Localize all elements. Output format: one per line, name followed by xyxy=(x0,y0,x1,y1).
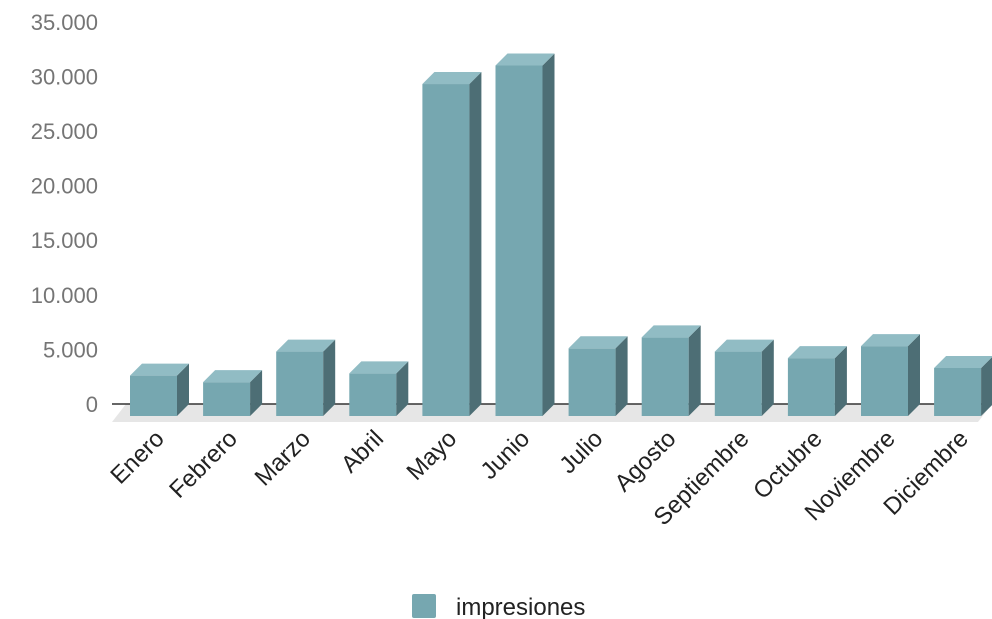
bar-front xyxy=(349,373,397,416)
y-tick-label: 30.000 xyxy=(31,64,98,89)
bar-side xyxy=(688,325,701,416)
bar xyxy=(714,339,774,416)
y-axis-tick-labels: 0 5.000 10.000 15.000 20.000 25.000 30.000 35.0… xyxy=(31,10,98,417)
bar-side xyxy=(396,361,409,416)
bar-top xyxy=(714,339,774,352)
bar xyxy=(934,355,992,416)
bar xyxy=(130,363,189,416)
x-tick-label: Febrero xyxy=(164,425,243,504)
bar-top xyxy=(787,346,847,359)
bar-front xyxy=(861,346,908,416)
x-tick-label: Agosto xyxy=(610,425,682,497)
bar-top xyxy=(861,334,920,347)
bar-side xyxy=(469,72,482,416)
bar-front xyxy=(934,367,982,416)
bar-side xyxy=(615,336,628,416)
bar-side xyxy=(323,339,336,416)
legend-swatch xyxy=(412,594,436,618)
bar-front xyxy=(422,84,470,416)
y-tick-label: 25.000 xyxy=(31,119,98,144)
legend: impresiones xyxy=(412,594,585,619)
floor-plane xyxy=(112,404,992,422)
bar-front xyxy=(641,337,689,416)
legend-label: impresiones xyxy=(456,594,585,619)
bar-side xyxy=(542,53,555,416)
bar-top xyxy=(276,339,336,352)
bars xyxy=(130,53,992,416)
y-tick-label: 10.000 xyxy=(31,283,98,308)
y-tick-label: 35.000 xyxy=(31,10,98,35)
bar-top xyxy=(203,370,263,383)
bar-top xyxy=(495,53,555,66)
bar-side xyxy=(981,357,992,416)
bar xyxy=(276,339,336,416)
bar xyxy=(495,53,555,416)
bar xyxy=(203,370,263,416)
x-tick-label: Julio xyxy=(554,425,608,479)
bar-front xyxy=(787,358,835,416)
y-tick-label: 20.000 xyxy=(31,174,98,199)
bar-side xyxy=(250,370,263,416)
bar xyxy=(641,325,701,416)
bar-top xyxy=(422,72,482,85)
bar-front xyxy=(495,65,543,416)
y-tick-label: 0 xyxy=(86,392,98,417)
bar-front xyxy=(714,351,762,416)
bar-front xyxy=(276,351,324,416)
x-tick-label: Marzo xyxy=(250,425,316,491)
bar-front xyxy=(130,375,177,416)
bar xyxy=(787,346,847,416)
bar-front xyxy=(568,348,616,416)
y-tick-label: 15.000 xyxy=(31,228,98,253)
bar-top xyxy=(568,336,628,349)
bar-top xyxy=(349,361,409,374)
x-tick-label: Abril xyxy=(336,425,389,478)
bar-front xyxy=(203,382,251,416)
x-tick-label: Junio xyxy=(476,425,536,485)
bar xyxy=(568,336,628,416)
bar-side xyxy=(908,334,920,416)
bar-top xyxy=(641,325,701,338)
bar xyxy=(349,361,409,416)
x-tick-label: Enero xyxy=(105,425,169,489)
bar-side xyxy=(834,346,847,416)
bar xyxy=(861,334,920,416)
y-tick-label: 5.000 xyxy=(43,337,98,362)
x-tick-label: Mayo xyxy=(402,425,463,486)
bar-top xyxy=(130,363,189,376)
bar-side xyxy=(761,339,774,416)
bar xyxy=(422,72,482,416)
bar-side xyxy=(177,363,189,416)
bar-top xyxy=(934,355,992,368)
